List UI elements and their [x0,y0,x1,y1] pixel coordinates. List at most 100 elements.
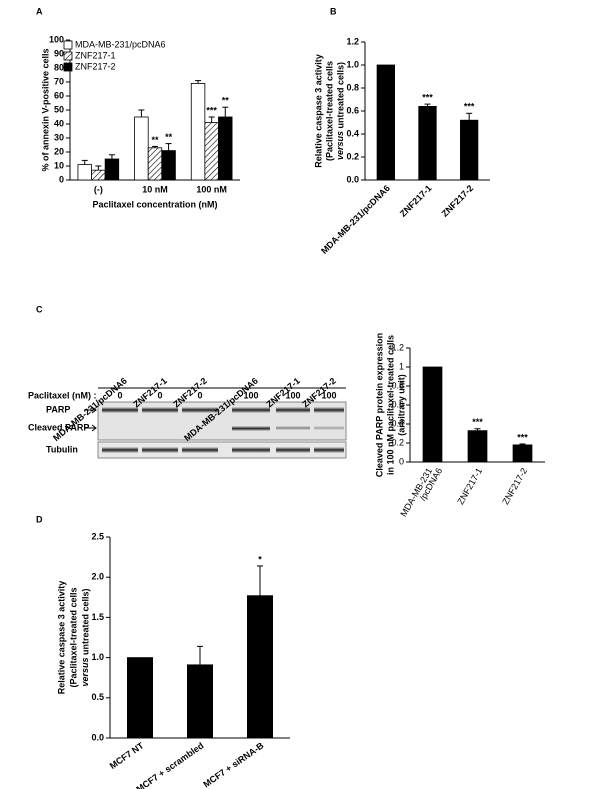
western-blot [84,387,347,459]
dose-label: 0 [197,390,202,400]
legend-swatch [63,51,73,61]
y-axis-label: (arbitrary unit) [396,374,406,436]
significance-label: ** [151,135,159,145]
x-tick-label: MCF7 NT [108,740,146,771]
y-axis-label: Relative caspase 3 activity [313,54,323,168]
x-tick-label: ZNF217-2 [440,183,476,219]
parp-bands [102,407,344,413]
y-tick-label: 0 [59,174,64,184]
cleaved-parp-bands [232,426,344,431]
arrow [84,406,97,414]
x-tick-label: MCF7 + scrambled [134,740,205,789]
significance-label: *** [464,102,475,112]
blot-membrane [97,441,347,459]
significance-label: *** [472,417,483,427]
dose-label: 100 [285,390,300,400]
bar [91,169,106,181]
y-tick-label: 1.0 [91,652,104,662]
y-axis-label: Cleaved PARP protein expression [374,333,384,477]
bar [218,116,233,181]
x-tick-label: ZNF217-2 [500,466,529,506]
x-axis-label: Paclitaxel concentration (nM) [92,199,217,209]
y-axis-label: % of annexin V-positive cells [40,48,50,171]
panel-label: B [330,6,337,16]
dose-label: 0 [117,390,122,400]
y-tick-label: 0.8 [391,380,404,390]
y-tick-label: 0.0 [346,174,359,184]
legend-swatch [63,62,73,72]
bar [418,106,437,181]
panel-label: A [36,6,43,16]
y-tick-label: 30 [54,132,64,142]
legend-label: MDA-MB-231/pcDNA6 [75,39,166,49]
x-tick-label: ZNF217-1 [398,183,434,219]
bar [186,664,213,739]
bar [512,444,533,463]
y-tick-label: 1.2 [346,36,359,46]
bar [376,64,395,181]
y-tick-label: 0.2 [346,151,359,161]
dose-label: 100 [243,390,258,400]
y-tick-label: 1.5 [91,612,104,622]
y-tick-label: 50 [54,104,64,114]
y-tick-label: 60 [54,90,64,100]
bar [246,595,273,739]
panel-label: C [36,304,43,314]
bar [127,657,154,739]
y-tick-label: 0.4 [391,418,404,428]
bar [422,366,443,463]
y-tick-label: 0.0 [91,732,104,742]
bar [161,150,176,181]
treatment-label: Paclitaxel (nM) : [28,390,97,400]
bar [147,147,163,181]
bar [204,122,219,181]
y-tick-label: 10 [54,160,64,170]
significance-label: *** [422,92,433,102]
y-axis-label: in 100 nM paclitaxel-treated cells [385,335,395,475]
bar [190,83,206,181]
y-axis-label: (Paclitaxel-treated cells [68,587,78,687]
y-tick-label: 40 [54,118,64,128]
panel-label: D [36,514,43,524]
x-tick-label: (-) [94,184,103,194]
y-tick-label: 2.5 [91,531,104,541]
y-tick-label: 20 [54,146,64,156]
bar [77,164,92,181]
significance-label: ** [165,132,173,142]
x-tick-label: MCF7 + siRNA-B [201,740,266,789]
row-label: Cleaved PARP [28,422,89,432]
legend-label: ZNF217-2 [75,61,116,71]
y-axis-label: versus untreated cells) [335,62,345,160]
y-tick-label: 1.0 [346,59,359,69]
y-tick-label: 0.5 [91,692,104,702]
bar [467,430,488,463]
y-tick-label: 0.6 [346,105,359,115]
x-tick-label: 100 nM [196,184,227,194]
y-tick-label: 90 [54,48,64,58]
tubulin-bands [102,447,344,453]
significance-label: * [258,554,262,564]
y-tick-label: 0.6 [391,399,404,409]
y-axis-label: versus untreated cells) [80,588,90,686]
y-tick-label: 1 [399,361,404,371]
y-tick-label: 80 [54,62,64,72]
y-tick-label: 0.4 [346,128,359,138]
row-label: Tubulin [46,444,78,454]
significance-label: *** [206,105,217,115]
significance-label: ** [222,96,230,106]
legend-label: ZNF217-1 [75,50,116,60]
x-tick-label: 10 nM [142,184,168,194]
y-tick-label: 0.8 [346,82,359,92]
bar [104,158,120,181]
y-tick-label: 100 [49,34,64,44]
row-label: PARP [46,404,70,414]
x-tick-label: ZNF217-1 [455,466,484,506]
arrow [84,424,97,432]
dose-label: 100 [321,390,336,400]
x-tick-label: MDA-MB-231/pcDNA6 [319,183,392,256]
dose-label: 0 [157,390,162,400]
y-tick-label: 1.2 [391,342,404,352]
y-axis-label: Relative caspase 3 activity [56,581,66,695]
y-axis-label: (Paclitaxel-treated cells [324,61,334,161]
